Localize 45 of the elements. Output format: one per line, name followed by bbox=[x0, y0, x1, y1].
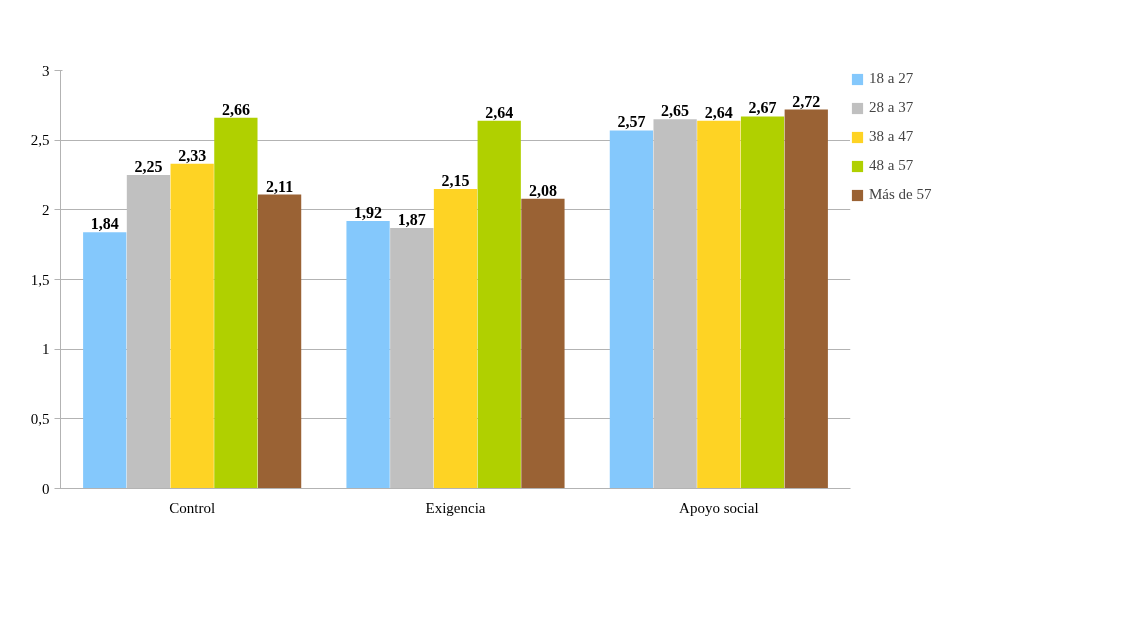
bar bbox=[521, 198, 565, 489]
data-label: 1,92 bbox=[354, 203, 383, 221]
bar bbox=[346, 220, 390, 489]
bar bbox=[740, 116, 785, 489]
data-label: 2,67 bbox=[748, 99, 777, 117]
y-tick-label: 1,5 bbox=[30, 271, 50, 288]
data-label: 1,87 bbox=[397, 210, 426, 228]
y-tick-label: 2,5 bbox=[30, 132, 50, 149]
bar bbox=[697, 120, 741, 489]
y-tick-label: 0,5 bbox=[30, 410, 50, 427]
y-tick-label: 1 bbox=[42, 341, 50, 358]
data-label: 2,08 bbox=[528, 181, 557, 199]
bar bbox=[433, 188, 478, 489]
x-tick-label: Control bbox=[169, 499, 216, 516]
legend-label: 18 a 27 bbox=[869, 70, 915, 87]
x-tick-label: Exigencia bbox=[425, 499, 486, 516]
data-label: 2,72 bbox=[792, 92, 821, 110]
data-label: 2,65 bbox=[661, 102, 690, 120]
bar bbox=[83, 232, 127, 489]
bar bbox=[784, 109, 828, 489]
y-tick-label: 3 bbox=[42, 62, 50, 79]
bar bbox=[214, 117, 258, 489]
data-label: 2,64 bbox=[485, 103, 514, 121]
bar bbox=[609, 130, 654, 489]
bar bbox=[170, 163, 214, 489]
data-label: 2,15 bbox=[441, 171, 470, 189]
legend-label: 38 a 47 bbox=[869, 128, 915, 145]
data-label: 2,25 bbox=[134, 158, 163, 175]
y-tick-label: 2 bbox=[42, 201, 50, 218]
legend-label: 48 a 57 bbox=[869, 157, 915, 174]
bar bbox=[390, 227, 434, 489]
bar bbox=[477, 120, 521, 489]
x-tick-label: Apoyo social bbox=[679, 499, 759, 516]
bar bbox=[126, 175, 171, 489]
y-tick-label: 0 bbox=[42, 480, 50, 497]
data-label: 2,66 bbox=[221, 100, 250, 118]
legend-label: 28 a 37 bbox=[869, 99, 915, 116]
data-label: 2,11 bbox=[266, 177, 294, 195]
data-label: 2,33 bbox=[178, 146, 207, 164]
legend-label: Más de 57 bbox=[869, 186, 933, 203]
bar bbox=[653, 119, 697, 489]
data-label: 1,84 bbox=[90, 215, 119, 233]
data-label: 2,57 bbox=[617, 113, 646, 131]
bar bbox=[257, 194, 302, 489]
data-label: 2,64 bbox=[704, 103, 733, 121]
